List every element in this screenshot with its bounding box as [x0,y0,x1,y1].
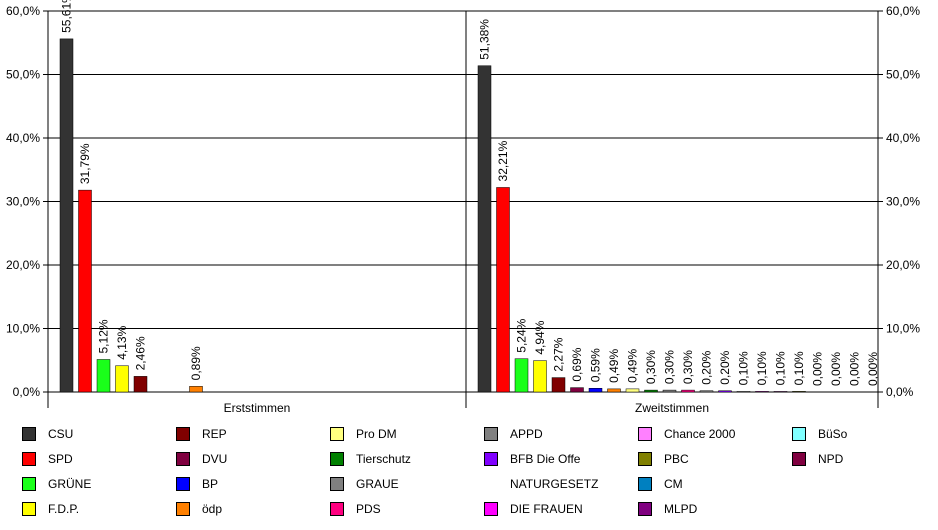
data-label: 0,30% [663,350,677,384]
y-tick-label-left: 40,0% [6,131,40,145]
x-group-label: Erststimmen [224,401,291,415]
data-label: 2,46% [134,336,148,370]
bar-0-4 [133,376,148,393]
bar-1-9 [644,389,658,393]
data-label: 0,49% [626,349,640,383]
data-label: 0,10% [792,351,806,385]
bar-1-15 [755,391,769,393]
y-tick-label-left: 50,0% [6,68,40,82]
bar-1-1 [496,187,510,393]
y-tick-label-right: 40,0% [886,131,920,145]
bar-1-7 [607,388,621,393]
data-label: 0,49% [607,349,621,383]
bar-1-2 [514,358,529,393]
data-label: 4,13% [115,325,129,359]
data-label: 0,00% [829,352,843,386]
y-tick-label-left: 30,0% [6,195,40,209]
y-tick-label-right: 10,0% [886,322,920,336]
bar-0-0 [59,38,74,393]
data-label: 31,79% [78,143,92,184]
data-label: 0,00% [866,352,880,386]
bar-1-4 [551,377,566,393]
data-label: 4,94% [533,320,547,354]
y-tick-label-right: 50,0% [886,68,920,82]
data-label: 0,00% [848,352,862,386]
y-tick-label-right: 60,0% [886,4,920,18]
y-tick-label-left: 0,0% [13,385,41,399]
data-label: 5,12% [97,319,111,353]
y-tick-label-right: 0,0% [886,385,914,399]
bar-1-6 [588,388,603,393]
y-tick-label-right: 30,0% [886,195,920,209]
bar-1-10 [662,389,677,393]
bar-0-5 [189,386,203,393]
data-label: 2,27% [552,337,566,371]
data-label: 0,00% [811,352,825,386]
data-label: 5,24% [515,318,529,352]
data-label: 0,30% [644,350,658,384]
bar-1-14 [736,391,751,393]
bar-1-0 [477,65,492,393]
data-label: 0,20% [700,350,714,384]
bar-1-11 [681,389,695,393]
y-tick-label-right: 20,0% [886,258,920,272]
data-label: 0,10% [755,351,769,385]
bar-1-3 [533,360,547,393]
data-label: 55,61% [60,0,74,33]
bar-1-16 [773,391,788,393]
data-label: 0,89% [189,346,203,380]
data-label: 0,69% [570,347,584,381]
y-tick-label-left: 20,0% [6,258,40,272]
bar-1-8 [625,388,640,393]
data-label: 0,10% [774,351,788,385]
y-tick-label-left: 60,0% [6,4,40,18]
data-label: 0,59% [589,348,603,382]
data-label: 32,21% [496,140,510,181]
bar-1-17 [792,391,806,393]
data-label: 51,38% [478,19,492,60]
data-label: 0,20% [718,350,732,384]
bar-1-12 [699,390,714,393]
bar-1-5 [570,387,584,393]
bar-1-13 [718,390,732,393]
data-label: 0,30% [681,350,695,384]
data-label: 0,10% [737,351,751,385]
bar-0-2 [96,359,111,393]
x-group-label: Zweitstimmen [635,401,709,415]
bar-0-1 [78,189,92,393]
bar-0-3 [115,365,129,393]
y-tick-label-left: 10,0% [6,322,40,336]
